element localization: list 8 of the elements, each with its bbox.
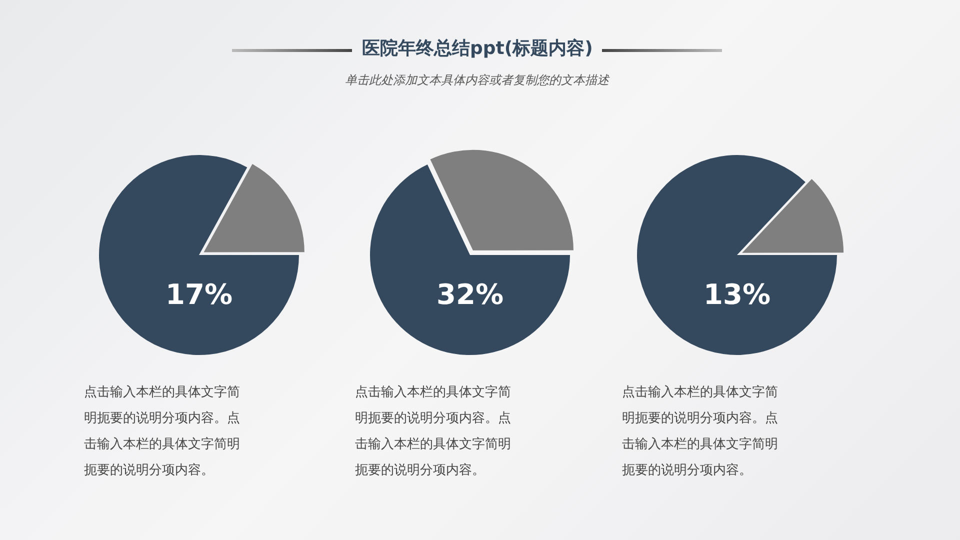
text: 17% [164, 278, 234, 311]
text: 点击输入本栏的具体文字简明扼要的说明分项内容。点击输入本栏的具体文字简明扼要的说明分项内容。 [84, 384, 241, 480]
text: 点击输入本栏的具体文字简明扼要的说明分项内容。点击输入本栏的具体文字简明扼要的说明分项内容。 [355, 384, 512, 480]
chart-title: 医院年终总结ppt(标题内容) [362, 37, 593, 60]
text: 32% [435, 278, 505, 311]
chart-subtitle: 单击此处添加文本具体内容或者复制您的文本描述 [344, 72, 611, 89]
text: 13% [702, 278, 772, 311]
text: 点击输入本栏的具体文字简明扼要的说明分项内容。点击输入本栏的具体文字简明扼要的说明分项内容。 [622, 384, 779, 480]
